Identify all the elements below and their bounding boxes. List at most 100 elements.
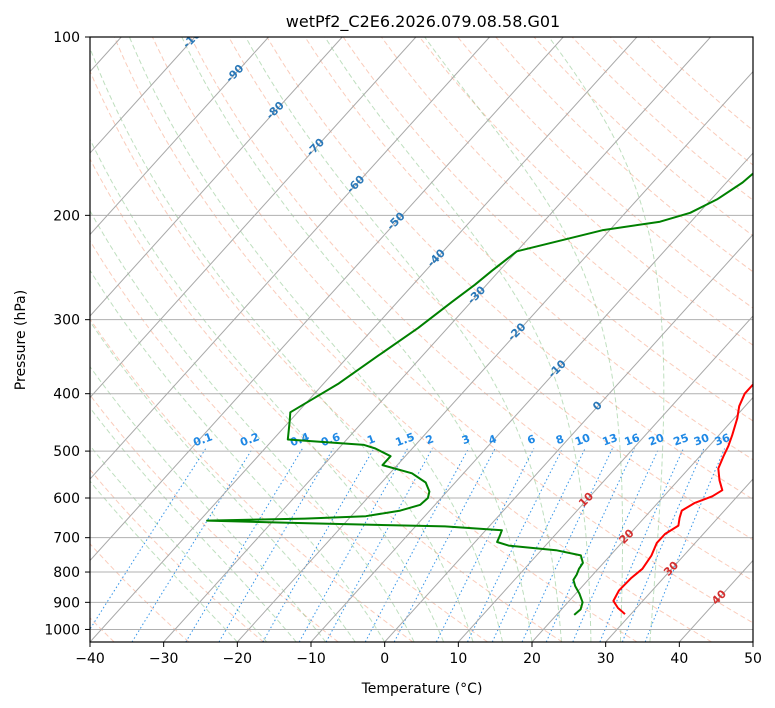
mixing-ratio-line xyxy=(545,448,635,642)
mixing-ratio-label: 10 xyxy=(573,431,592,449)
y-tick-label: 100 xyxy=(53,30,80,46)
moist-adiabat-line xyxy=(90,480,238,642)
mixing-ratio-label: 0.6 xyxy=(319,430,342,449)
dry-adiabat-line xyxy=(266,37,753,500)
y-tick-label: 200 xyxy=(53,208,80,224)
isotherm-line xyxy=(90,37,638,642)
moist-adiabat-line xyxy=(90,444,268,642)
moist-adiabat-line xyxy=(90,365,327,642)
isotherm-line xyxy=(90,37,417,399)
moist-adiabat-line xyxy=(548,37,665,642)
isotherm-lines xyxy=(90,37,753,642)
mixing-ratio-label: 3 xyxy=(460,432,472,447)
mixing-ratio-label: 25 xyxy=(672,431,691,448)
mixing-ratio-line xyxy=(185,448,303,642)
mixing-ratio-label: 6 xyxy=(526,432,538,447)
x-tick-label: 40 xyxy=(670,651,688,667)
x-tick-label: 50 xyxy=(744,651,762,667)
y-tick-label: 600 xyxy=(53,491,80,507)
y-tick-label: 500 xyxy=(53,444,80,460)
dry-adiabat-line xyxy=(90,468,264,642)
mixing-ratio-label: 1.5 xyxy=(394,430,417,449)
y-tick-label: 800 xyxy=(53,565,80,581)
isotherm-line xyxy=(605,478,753,642)
dry-adiabat-line xyxy=(304,37,753,461)
dry-adiabat-line xyxy=(90,318,414,642)
isotherm-line xyxy=(678,559,753,642)
x-tick-label: 20 xyxy=(523,651,541,667)
x-tick-label: 30 xyxy=(597,651,615,667)
dry-adiabat-line xyxy=(190,37,753,582)
isotherm-line xyxy=(531,396,753,642)
y-axis-label: Pressure (hPa) xyxy=(13,290,29,390)
x-tick-label: −20 xyxy=(223,651,253,667)
dry-adiabat-line xyxy=(495,37,753,273)
mixing-ratio-label: 16 xyxy=(623,431,642,449)
pressure-gridlines xyxy=(90,37,753,630)
dry-adiabat-line xyxy=(113,37,712,642)
mixing-ratio-line xyxy=(435,448,535,642)
mixing-ratio-label: 0.2 xyxy=(238,430,261,449)
x-axis: −40 −30 −20 −10 0 10 20 30 40 50 xyxy=(75,642,762,667)
mixing-ratio-label: 4 xyxy=(487,432,499,447)
x-tick-label: 10 xyxy=(449,651,467,667)
dewpoint-profile-line xyxy=(206,172,753,616)
moist-adiabat-line xyxy=(245,37,562,642)
isotherm-line xyxy=(90,37,343,317)
y-tick-label: 700 xyxy=(53,531,80,547)
mixing-ratio-label: 13 xyxy=(601,431,620,448)
mixing-ratio-label: 0.1 xyxy=(192,430,215,449)
mixing-ratio-line xyxy=(262,448,375,642)
isotherm-line xyxy=(384,233,753,642)
moist-adiabat-line xyxy=(324,37,592,642)
x-tick-label: −40 xyxy=(75,651,105,667)
mixing-ratio-line xyxy=(131,448,254,642)
y-tick-label: 1000 xyxy=(44,622,80,638)
isotherm-line xyxy=(90,37,564,562)
isotherm-line xyxy=(310,152,753,642)
mixing-ratio-label: 36 xyxy=(713,431,732,449)
isotherm-line xyxy=(752,641,753,642)
y-tick-label: 900 xyxy=(53,595,80,611)
mixing-ratio-line xyxy=(218,448,334,642)
moist-adiabat-line xyxy=(90,320,356,642)
y-tick-label: 300 xyxy=(53,313,80,329)
sounding-profiles xyxy=(206,172,753,616)
x-tick-label: −30 xyxy=(149,651,179,667)
isotherm-line xyxy=(163,37,711,642)
dry-adiabat-line xyxy=(90,69,638,642)
moist-adiabat-line xyxy=(90,269,386,642)
x-axis-label: Temperature (°C) xyxy=(361,681,483,697)
mixing-ratio-line xyxy=(599,448,684,642)
moist-adiabat-line xyxy=(90,209,415,642)
temperature-profile-line xyxy=(612,383,753,615)
moist-adiabat-line xyxy=(90,406,297,642)
mixing-ratio-line xyxy=(572,448,660,642)
mixing-ratio-label: 2 xyxy=(424,432,436,447)
dry-adiabat-line xyxy=(90,239,488,642)
mixing-ratio-line xyxy=(393,448,496,642)
x-tick-label: −10 xyxy=(296,651,326,667)
dry-adiabat-line xyxy=(151,37,753,624)
mixing-ratio-label: 8 xyxy=(554,432,566,447)
plot-frame xyxy=(89,36,754,643)
y-tick-label: 400 xyxy=(53,387,80,403)
isotherm-line xyxy=(90,37,490,480)
moist-adiabat-line xyxy=(424,37,624,642)
isotherm-line xyxy=(236,70,753,642)
isotherm-line xyxy=(90,37,196,154)
y-axis: 100 200 300 400 500 600 700 800 900 1000 xyxy=(44,30,90,638)
dry-adiabat-line xyxy=(457,37,753,309)
mixing-ratio-line xyxy=(298,448,409,642)
mixing-ratio-label: 20 xyxy=(647,431,666,449)
mixing-ratio-line xyxy=(90,448,207,630)
mixing-ratio-label: 1 xyxy=(365,432,377,447)
mixing-ratio-label: 30 xyxy=(692,431,711,449)
moist-adiabat-line xyxy=(90,138,445,642)
mixing-ratio-line xyxy=(364,448,469,642)
isotherm-line xyxy=(90,37,269,236)
chart-title: wetPf2_C2E6.2026.079.08.58.G01 xyxy=(286,12,560,32)
moist-adiabat-line xyxy=(128,37,503,642)
dry-adiabat-line xyxy=(342,37,753,422)
isotherm-line xyxy=(457,315,753,642)
